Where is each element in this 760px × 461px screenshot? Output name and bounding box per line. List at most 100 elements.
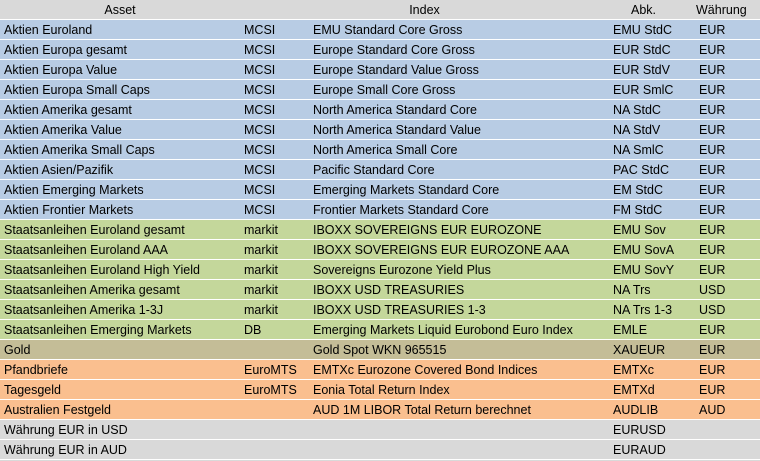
provider-cell[interactable]: MCSI	[244, 163, 276, 177]
currency-cell[interactable]: EUR	[699, 343, 726, 357]
provider-cell[interactable]	[240, 440, 309, 459]
currency-cell[interactable]: EUR	[699, 323, 726, 337]
currency-cell[interactable]: EUR	[699, 63, 726, 77]
index-cell[interactable]: North America Standard Value	[313, 123, 481, 137]
index-cell[interactable]: IBOXX SOVEREIGNS EUR EUROZONE	[313, 223, 542, 237]
asset-cell[interactable]: Gold	[4, 343, 31, 357]
abbr-cell[interactable]: XAUEUR	[613, 343, 666, 357]
abbr-cell[interactable]: AUDLIB	[613, 403, 659, 417]
index-cell[interactable]: North America Standard Core	[313, 103, 477, 117]
asset-cell[interactable]: Aktien Amerika Small Caps	[4, 143, 155, 157]
asset-cell[interactable]: Aktien Frontier Markets	[4, 203, 134, 217]
provider-cell[interactable]: MCSI	[244, 183, 276, 197]
provider-cell[interactable]: MCSI	[244, 203, 276, 217]
currency-cell[interactable]	[695, 420, 760, 439]
abbr-cell[interactable]: EMLE	[613, 323, 648, 337]
provider-cell[interactable]	[240, 340, 309, 359]
asset-cell[interactable]: Aktien Amerika Value	[4, 123, 122, 137]
provider-cell[interactable]: MCSI	[244, 43, 276, 57]
index-cell[interactable]: Emerging Markets Liquid Eurobond Euro In…	[313, 323, 573, 337]
provider-cell[interactable]: markit	[244, 243, 279, 257]
index-cell[interactable]	[309, 420, 609, 439]
provider-cell[interactable]: markit	[244, 223, 279, 237]
header-asset[interactable]: Asset	[104, 3, 136, 17]
asset-cell[interactable]: Tagesgeld	[4, 383, 61, 397]
provider-cell[interactable]: EuroMTS	[244, 383, 297, 397]
provider-cell[interactable]: MCSI	[244, 23, 276, 37]
currency-cell[interactable]: EUR	[699, 183, 726, 197]
index-cell[interactable]: North America Small Core	[313, 143, 458, 157]
asset-cell[interactable]: Staatsanleihen Amerika gesamt	[4, 283, 180, 297]
currency-cell[interactable]	[695, 440, 760, 459]
index-cell[interactable]: Frontier Markets Standard Core	[313, 203, 489, 217]
asset-cell[interactable]: Aktien Europa Small Caps	[4, 83, 150, 97]
asset-cell[interactable]: Aktien Europa Value	[4, 63, 118, 77]
asset-cell[interactable]: Staatsanleihen Euroland AAA	[4, 243, 169, 257]
asset-cell[interactable]: Staatsanleihen Emerging Markets	[4, 323, 192, 337]
provider-cell[interactable]: MCSI	[244, 103, 276, 117]
abbr-cell[interactable]: EUR StdV	[613, 63, 670, 77]
currency-cell[interactable]: EUR	[699, 243, 726, 257]
abbr-cell[interactable]: EM StdC	[613, 183, 664, 197]
provider-cell[interactable]: markit	[244, 283, 279, 297]
index-cell[interactable]: IBOXX USD TREASURIES 1-3	[313, 303, 486, 317]
index-cell[interactable]	[309, 440, 609, 459]
abbr-cell[interactable]: EMTXd	[613, 383, 655, 397]
asset-cell[interactable]: Aktien Euroland	[4, 23, 93, 37]
provider-cell[interactable]: MCSI	[244, 63, 276, 77]
index-cell[interactable]: AUD 1M LIBOR Total Return berechnet	[313, 403, 531, 417]
abbr-cell[interactable]: FM StdC	[613, 203, 663, 217]
currency-cell[interactable]: EUR	[699, 123, 726, 137]
abbr-cell[interactable]: EUR StdC	[613, 43, 671, 57]
index-cell[interactable]: Europe Standard Core Gross	[313, 43, 475, 57]
currency-cell[interactable]: EUR	[699, 23, 726, 37]
provider-cell[interactable]: DB	[244, 323, 262, 337]
index-cell[interactable]: Eonia Total Return Index	[313, 383, 450, 397]
currency-cell[interactable]: EUR	[699, 83, 726, 97]
currency-cell[interactable]: EUR	[699, 223, 726, 237]
provider-cell[interactable]: MCSI	[244, 143, 276, 157]
header-abbr[interactable]: Abk.	[631, 3, 657, 17]
currency-cell[interactable]: EUR	[699, 263, 726, 277]
currency-cell[interactable]: EUR	[699, 163, 726, 177]
provider-cell[interactable]: EuroMTS	[244, 363, 297, 377]
abbr-cell[interactable]: EMU Sov	[613, 223, 666, 237]
currency-cell[interactable]: EUR	[699, 363, 726, 377]
asset-cell[interactable]: Währung EUR in AUD	[4, 443, 127, 457]
provider-cell[interactable]	[240, 420, 309, 439]
header-index[interactable]: Index	[409, 3, 440, 17]
asset-cell[interactable]: Aktien Europa gesamt	[4, 43, 127, 57]
abbr-cell[interactable]: EMU SovA	[613, 243, 675, 257]
abbr-cell[interactable]: EURAUD	[613, 443, 666, 457]
currency-cell[interactable]: AUD	[699, 403, 726, 417]
index-cell[interactable]: EMTXc Eurozone Covered Bond Indices	[313, 363, 538, 377]
provider-cell[interactable]	[240, 400, 309, 419]
abbr-cell[interactable]: EUR SmlC	[613, 83, 674, 97]
provider-cell[interactable]: markit	[244, 263, 279, 277]
asset-cell[interactable]: Aktien Amerika gesamt	[4, 103, 132, 117]
index-cell[interactable]: Europe Standard Value Gross	[313, 63, 479, 77]
abbr-cell[interactable]: PAC StdC	[613, 163, 670, 177]
abbr-cell[interactable]: EMTXc	[613, 363, 654, 377]
index-cell[interactable]: Emerging Markets Standard Core	[313, 183, 500, 197]
abbr-cell[interactable]: NA StdC	[613, 103, 661, 117]
abbr-cell[interactable]: NA SmlC	[613, 143, 664, 157]
provider-cell[interactable]: MCSI	[244, 123, 276, 137]
asset-cell[interactable]: Staatsanleihen Euroland gesamt	[4, 223, 185, 237]
index-cell[interactable]: Europe Small Core Gross	[313, 83, 456, 97]
abbr-cell[interactable]: NA Trs 1-3	[613, 303, 673, 317]
provider-cell[interactable]: MCSI	[244, 83, 276, 97]
currency-cell[interactable]: USD	[699, 303, 726, 317]
currency-cell[interactable]: EUR	[699, 43, 726, 57]
currency-cell[interactable]: EUR	[699, 143, 726, 157]
asset-cell[interactable]: Aktien Emerging Markets	[4, 183, 144, 197]
currency-cell[interactable]: EUR	[699, 203, 726, 217]
abbr-cell[interactable]: EMU StdC	[613, 23, 673, 37]
currency-cell[interactable]: EUR	[699, 383, 726, 397]
abbr-cell[interactable]: EMU SovY	[613, 263, 675, 277]
index-cell[interactable]: IBOXX SOVEREIGNS EUR EUROZONE AAA	[313, 243, 570, 257]
currency-cell[interactable]: USD	[699, 283, 726, 297]
asset-cell[interactable]: Währung EUR in USD	[4, 423, 128, 437]
asset-cell[interactable]: Staatsanleihen Amerika 1-3J	[4, 303, 164, 317]
provider-cell[interactable]: markit	[244, 303, 279, 317]
